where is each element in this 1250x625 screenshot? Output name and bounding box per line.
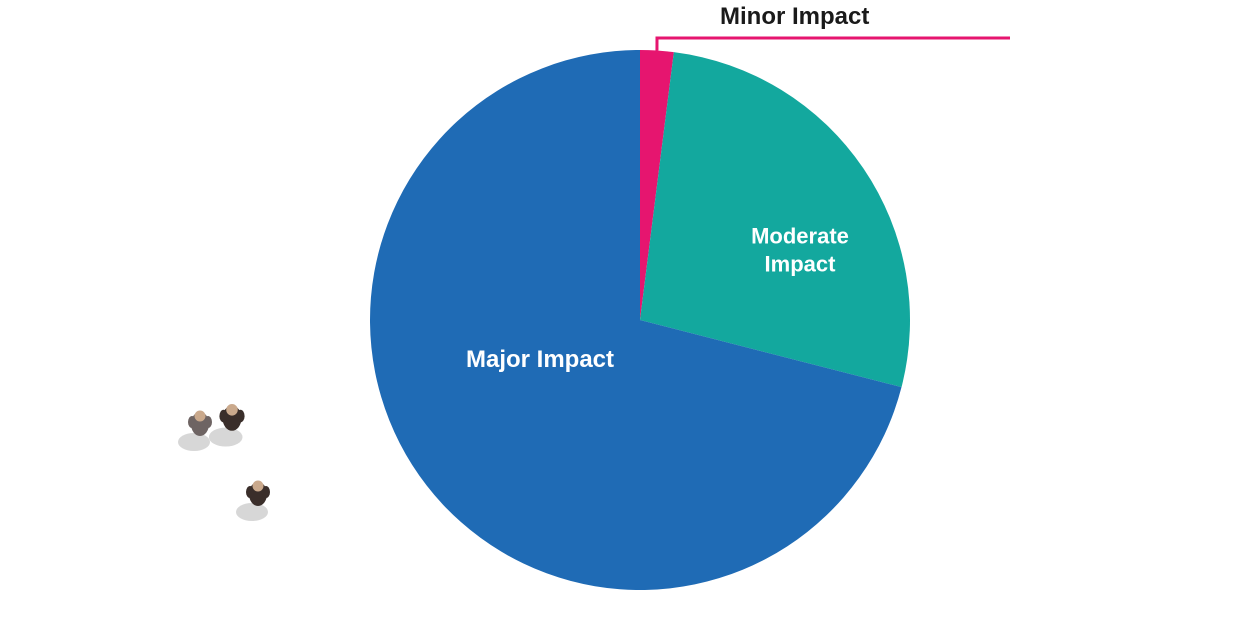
person-icon (209, 404, 245, 447)
pie-chart-svg (0, 0, 1250, 625)
slice-label-major: Major Impact (466, 345, 614, 375)
person-icon (236, 481, 270, 522)
callout-line-minor (657, 38, 1010, 51)
slice-label-minor: Minor Impact (720, 3, 869, 31)
chart-stage: Minor Impact ModerateImpact Major Impact (0, 0, 1250, 625)
slice-label-moderate: ModerateImpact (751, 223, 849, 278)
decorative-people (178, 404, 270, 521)
person-icon (178, 411, 212, 452)
